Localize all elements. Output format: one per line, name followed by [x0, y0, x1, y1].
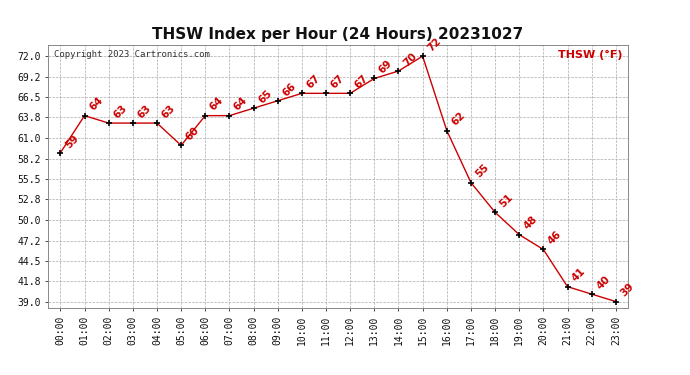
Text: 62: 62	[450, 110, 467, 128]
Text: Copyright 2023 Cartronics.com: Copyright 2023 Cartronics.com	[54, 50, 210, 59]
Text: 63: 63	[136, 103, 153, 120]
Text: 65: 65	[257, 88, 274, 105]
Text: 51: 51	[498, 192, 515, 210]
Text: 66: 66	[281, 81, 298, 98]
Text: THSW (°F): THSW (°F)	[558, 50, 622, 60]
Text: 63: 63	[160, 103, 177, 120]
Text: 64: 64	[208, 96, 226, 113]
Text: 63: 63	[112, 103, 129, 120]
Text: 67: 67	[353, 73, 371, 90]
Text: 60: 60	[184, 125, 201, 142]
Text: 70: 70	[402, 51, 419, 68]
Text: 67: 67	[329, 73, 346, 90]
Text: 72: 72	[426, 36, 443, 53]
Text: 46: 46	[546, 229, 564, 247]
Text: 67: 67	[305, 73, 322, 90]
Text: 69: 69	[377, 58, 395, 76]
Title: THSW Index per Hour (24 Hours) 20231027: THSW Index per Hour (24 Hours) 20231027	[152, 27, 524, 42]
Text: 48: 48	[522, 214, 540, 232]
Text: 41: 41	[571, 267, 588, 284]
Text: 59: 59	[63, 133, 81, 150]
Text: 39: 39	[619, 282, 636, 299]
Text: 55: 55	[474, 162, 491, 180]
Text: 64: 64	[88, 96, 105, 113]
Text: 40: 40	[595, 274, 612, 291]
Text: 64: 64	[233, 96, 250, 113]
